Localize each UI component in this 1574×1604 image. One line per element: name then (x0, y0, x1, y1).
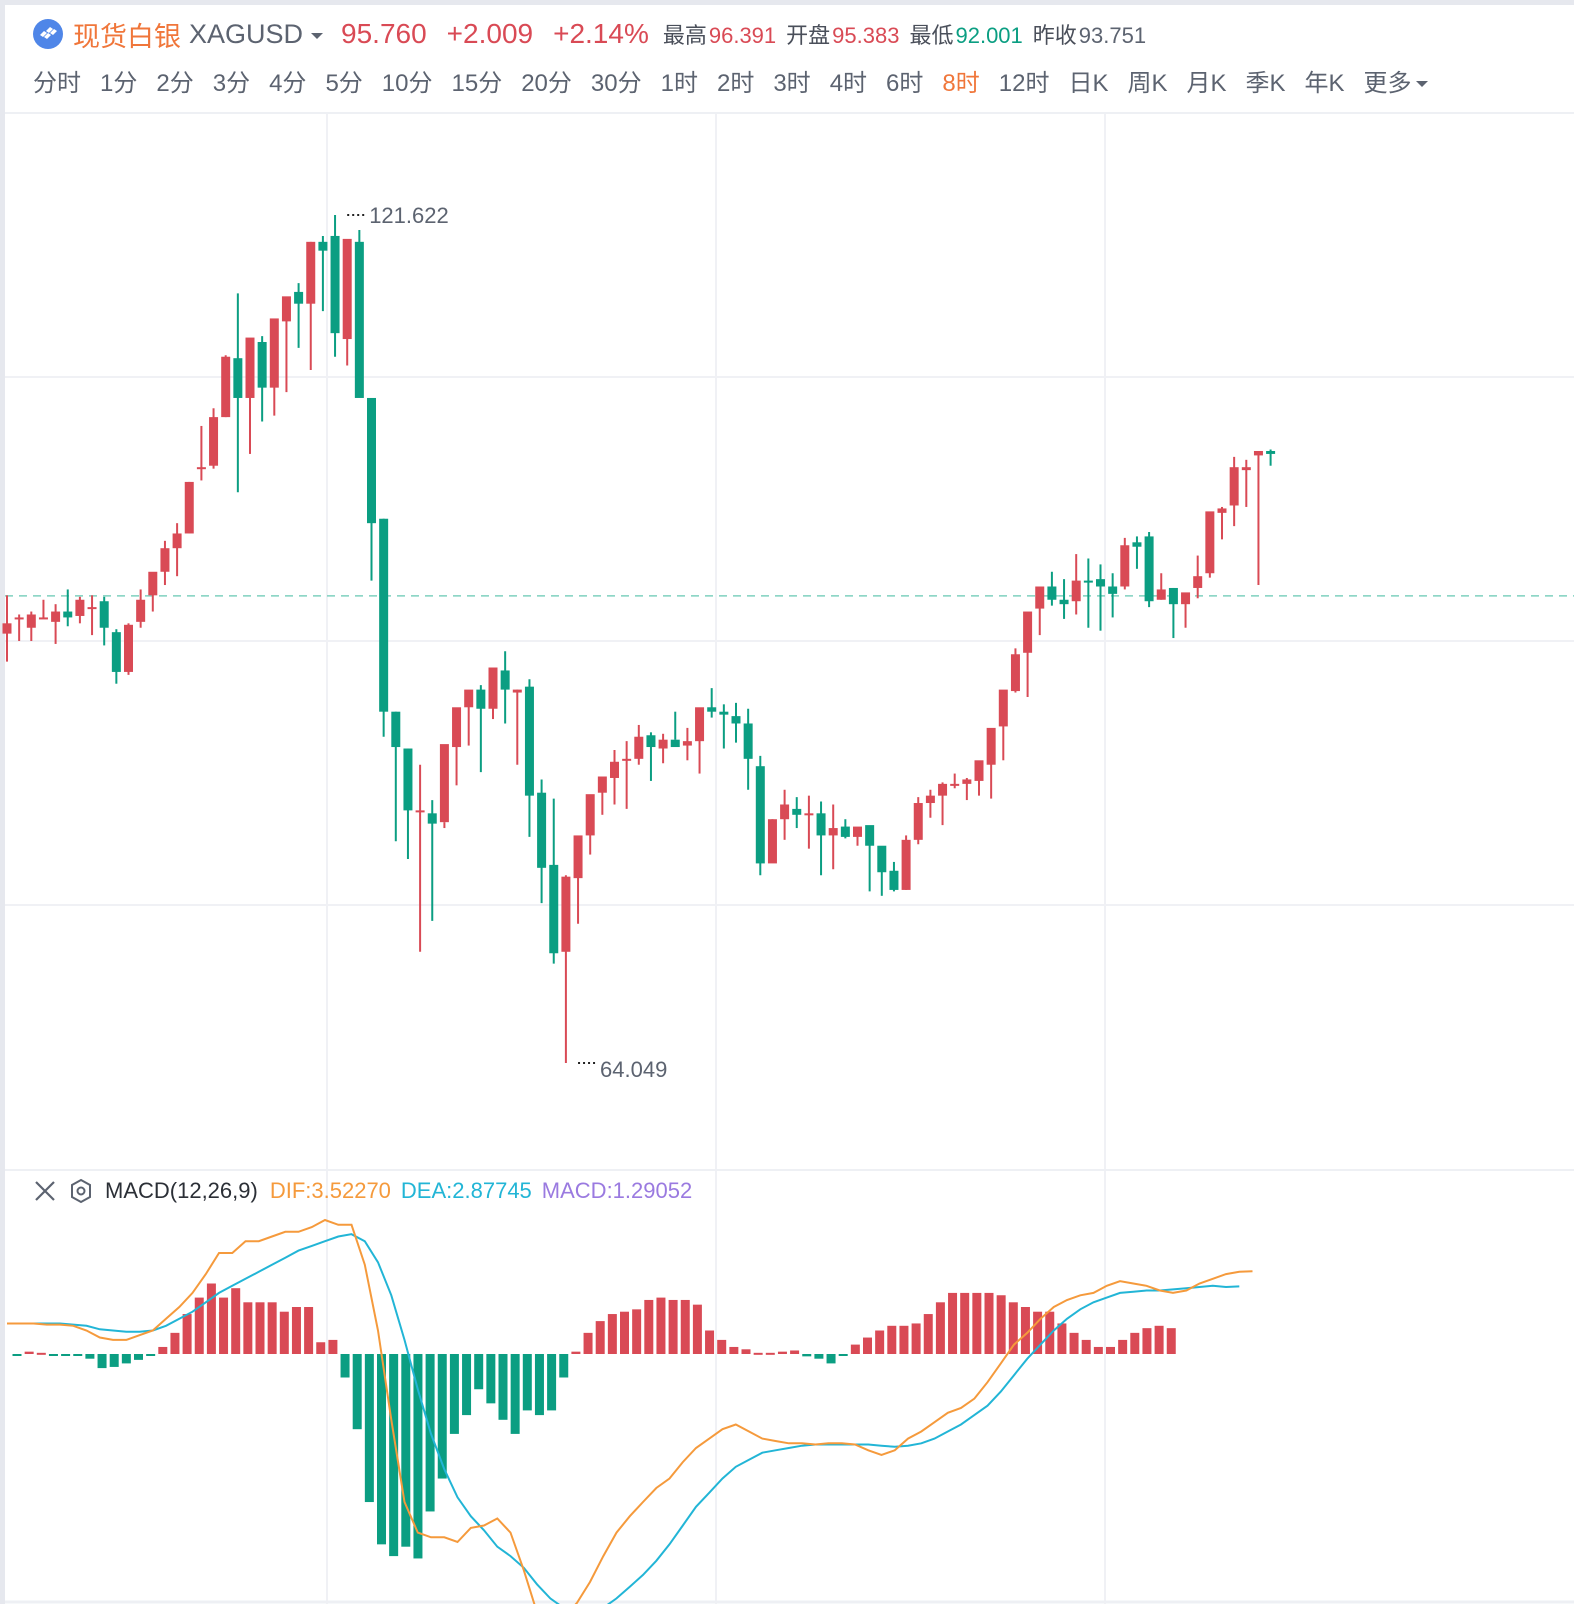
stat-label: 最低 (909, 23, 954, 48)
price-change-pct: +2.14% (553, 18, 649, 49)
instrument-dropdown-icon[interactable] (311, 33, 324, 39)
stat-value: 93.751 (1078, 23, 1147, 48)
period-tab[interactable]: 3时 (773, 69, 811, 97)
period-tab[interactable]: 分时 (33, 69, 81, 97)
period-tab[interactable]: 日K (1068, 69, 1109, 97)
period-tab[interactable]: 2分 (156, 69, 194, 97)
silver-logo-icon (33, 19, 63, 49)
period-tab[interactable]: 4时 (829, 69, 868, 97)
more-periods-button[interactable]: 更多 (1364, 63, 1428, 98)
price-change: +2.009 (446, 18, 534, 49)
period-tab[interactable]: 6时 (886, 69, 924, 97)
last-price: 95.760 (341, 18, 427, 49)
period-tab[interactable]: 8时 (942, 69, 980, 97)
top-border (0, 0, 1574, 5)
period-tab[interactable]: 2时 (716, 69, 755, 97)
period-tab[interactable]: 30分 (590, 69, 642, 97)
period-tab[interactable]: 4分 (269, 69, 307, 97)
period-tab[interactable]: 周K (1127, 69, 1168, 97)
period-tab[interactable]: 20分 (521, 69, 572, 97)
svg-text:64.049: 64.049 (600, 1057, 667, 1082)
macd-hist-value: MACD:1.29052 (541, 1178, 693, 1203)
quote-header: 现货白银 XAGUSD 95.760 +2.009 +2.14% 最高96.39… (33, 14, 1156, 54)
macd-legend: MACD(12,26,9) DIF:3.52270 DEA:2.87745 MA… (33, 1176, 692, 1206)
stat-label: 昨收 (1032, 23, 1077, 48)
svg-text:121.622: 121.622 (369, 203, 449, 228)
period-tab[interactable]: 3分 (212, 69, 251, 97)
macd-dea-value: DEA:2.87745 (400, 1178, 532, 1203)
period-tab[interactable]: 10分 (381, 69, 433, 97)
period-tab[interactable]: 5分 (325, 69, 363, 97)
period-tab[interactable]: 季K (1245, 69, 1286, 97)
toolbar-divider (5, 112, 1574, 114)
stat-label: 开盘 (786, 23, 831, 48)
stat-value: 92.001 (955, 23, 1023, 48)
stat-value: 95.383 (832, 23, 900, 48)
period-tab[interactable]: 月K (1186, 69, 1227, 97)
macd-title: MACD(12,26,9) (105, 1178, 258, 1203)
stat-label: 最高 (662, 23, 707, 48)
quote-stats: 最高96.391 开盘95.383 最低92.001 昨收93.751 (663, 18, 1156, 50)
period-tab[interactable]: 年K (1304, 69, 1345, 97)
instrument-name: 现货白银 (73, 21, 181, 52)
period-tab[interactable]: 15分 (451, 69, 503, 97)
period-tabs: 分时 1分 2分 3分 4分 5分 10分 15分 20分 30分 1时 2时 3时 4时 6时 8时 12时日… (33, 62, 1447, 98)
indicator-settings-icon[interactable] (69, 1178, 93, 1204)
macd-dif-value: DIF:3.52270 (269, 1178, 391, 1203)
period-tab[interactable]: 12时 (998, 69, 1050, 97)
period-tab[interactable]: 1分 (100, 69, 138, 97)
chevron-down-icon (1415, 81, 1428, 88)
stat-value: 96.391 (708, 23, 777, 48)
left-border (0, 0, 5, 1604)
period-tab[interactable]: 1时 (660, 69, 698, 97)
instrument-code[interactable]: XAGUSD (189, 18, 304, 49)
close-indicator-icon[interactable] (33, 1179, 57, 1203)
